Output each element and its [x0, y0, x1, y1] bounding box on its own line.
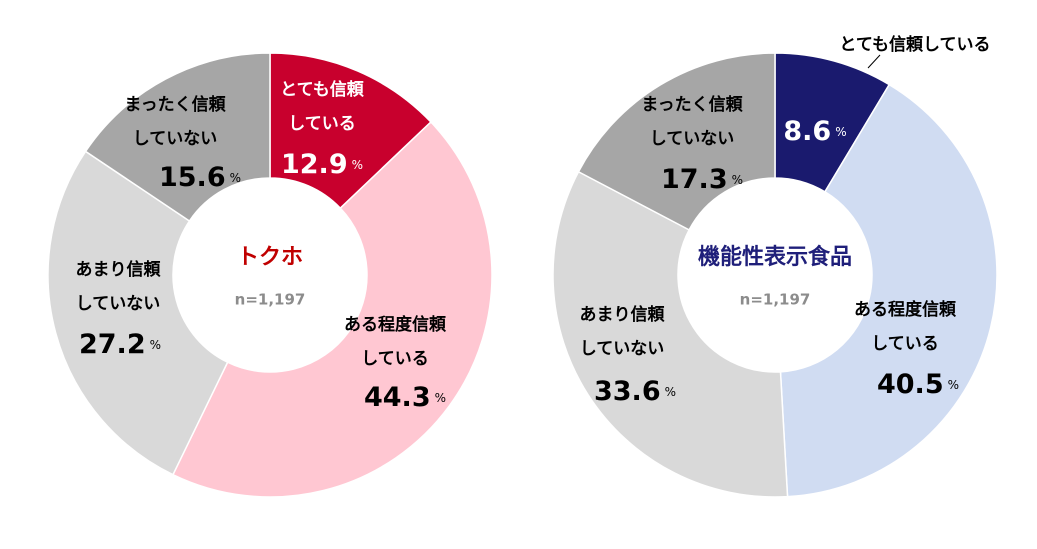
donut-slice [577, 52, 776, 231]
slice-label: していない [580, 339, 665, 359]
slice-label: している [361, 349, 429, 369]
center-subtitle: n=1,197 [235, 291, 306, 309]
value-label: 27.2% [79, 329, 161, 360]
value-label: 44.3% [364, 382, 446, 413]
donut-slice [269, 52, 432, 210]
value-unit: % [665, 385, 676, 399]
slice-label: まったく信頼 [641, 94, 743, 115]
slice-label: していない [76, 294, 161, 314]
value-number: 33.6 [594, 376, 661, 407]
value-label: 12.9% [281, 149, 363, 180]
slice-label: していない [133, 129, 218, 149]
slice-label: あまり信頼 [76, 259, 162, 280]
value-label: 8.6% [783, 116, 846, 147]
slice-label: している [871, 334, 939, 354]
slice-label: とても信頼 [280, 79, 365, 100]
donut-slice [779, 83, 998, 498]
donut-slice [171, 120, 493, 498]
value-number: 17.3 [661, 164, 728, 195]
donut-slice [47, 150, 229, 476]
value-unit: % [732, 173, 743, 187]
value-number: 12.9 [281, 149, 348, 180]
slice-label: ある程度信頼 [344, 314, 447, 335]
donut-slice [84, 52, 271, 223]
value-unit: % [352, 158, 363, 172]
center-subtitle: n=1,197 [740, 291, 811, 309]
value-label: 17.3% [661, 164, 743, 195]
center-title: 機能性表示食品 [698, 244, 852, 270]
slice-label: している [288, 114, 356, 134]
slice-label: まったく信頼 [124, 94, 226, 115]
donut-slice [552, 170, 789, 498]
value-unit: % [230, 171, 241, 185]
value-label: 33.6% [594, 376, 676, 407]
value-number: 44.3 [364, 382, 431, 413]
value-unit: % [150, 338, 161, 352]
value-number: 40.5 [877, 369, 944, 400]
slice-label: とても信頼している [839, 34, 990, 55]
value-number: 8.6 [783, 116, 831, 147]
value-unit: % [948, 378, 959, 392]
value-unit: % [835, 125, 846, 139]
slice-label: していない [650, 129, 735, 149]
leader-line [867, 54, 881, 69]
value-unit: % [435, 391, 446, 405]
value-number: 27.2 [79, 329, 146, 360]
slice-label: ある程度信頼 [854, 299, 957, 320]
value-number: 15.6 [159, 162, 226, 193]
value-label: 15.6% [159, 162, 241, 193]
slice-label: あまり信頼 [580, 304, 666, 325]
center-title: トクホ [237, 245, 303, 270]
value-label: 40.5% [877, 369, 959, 400]
